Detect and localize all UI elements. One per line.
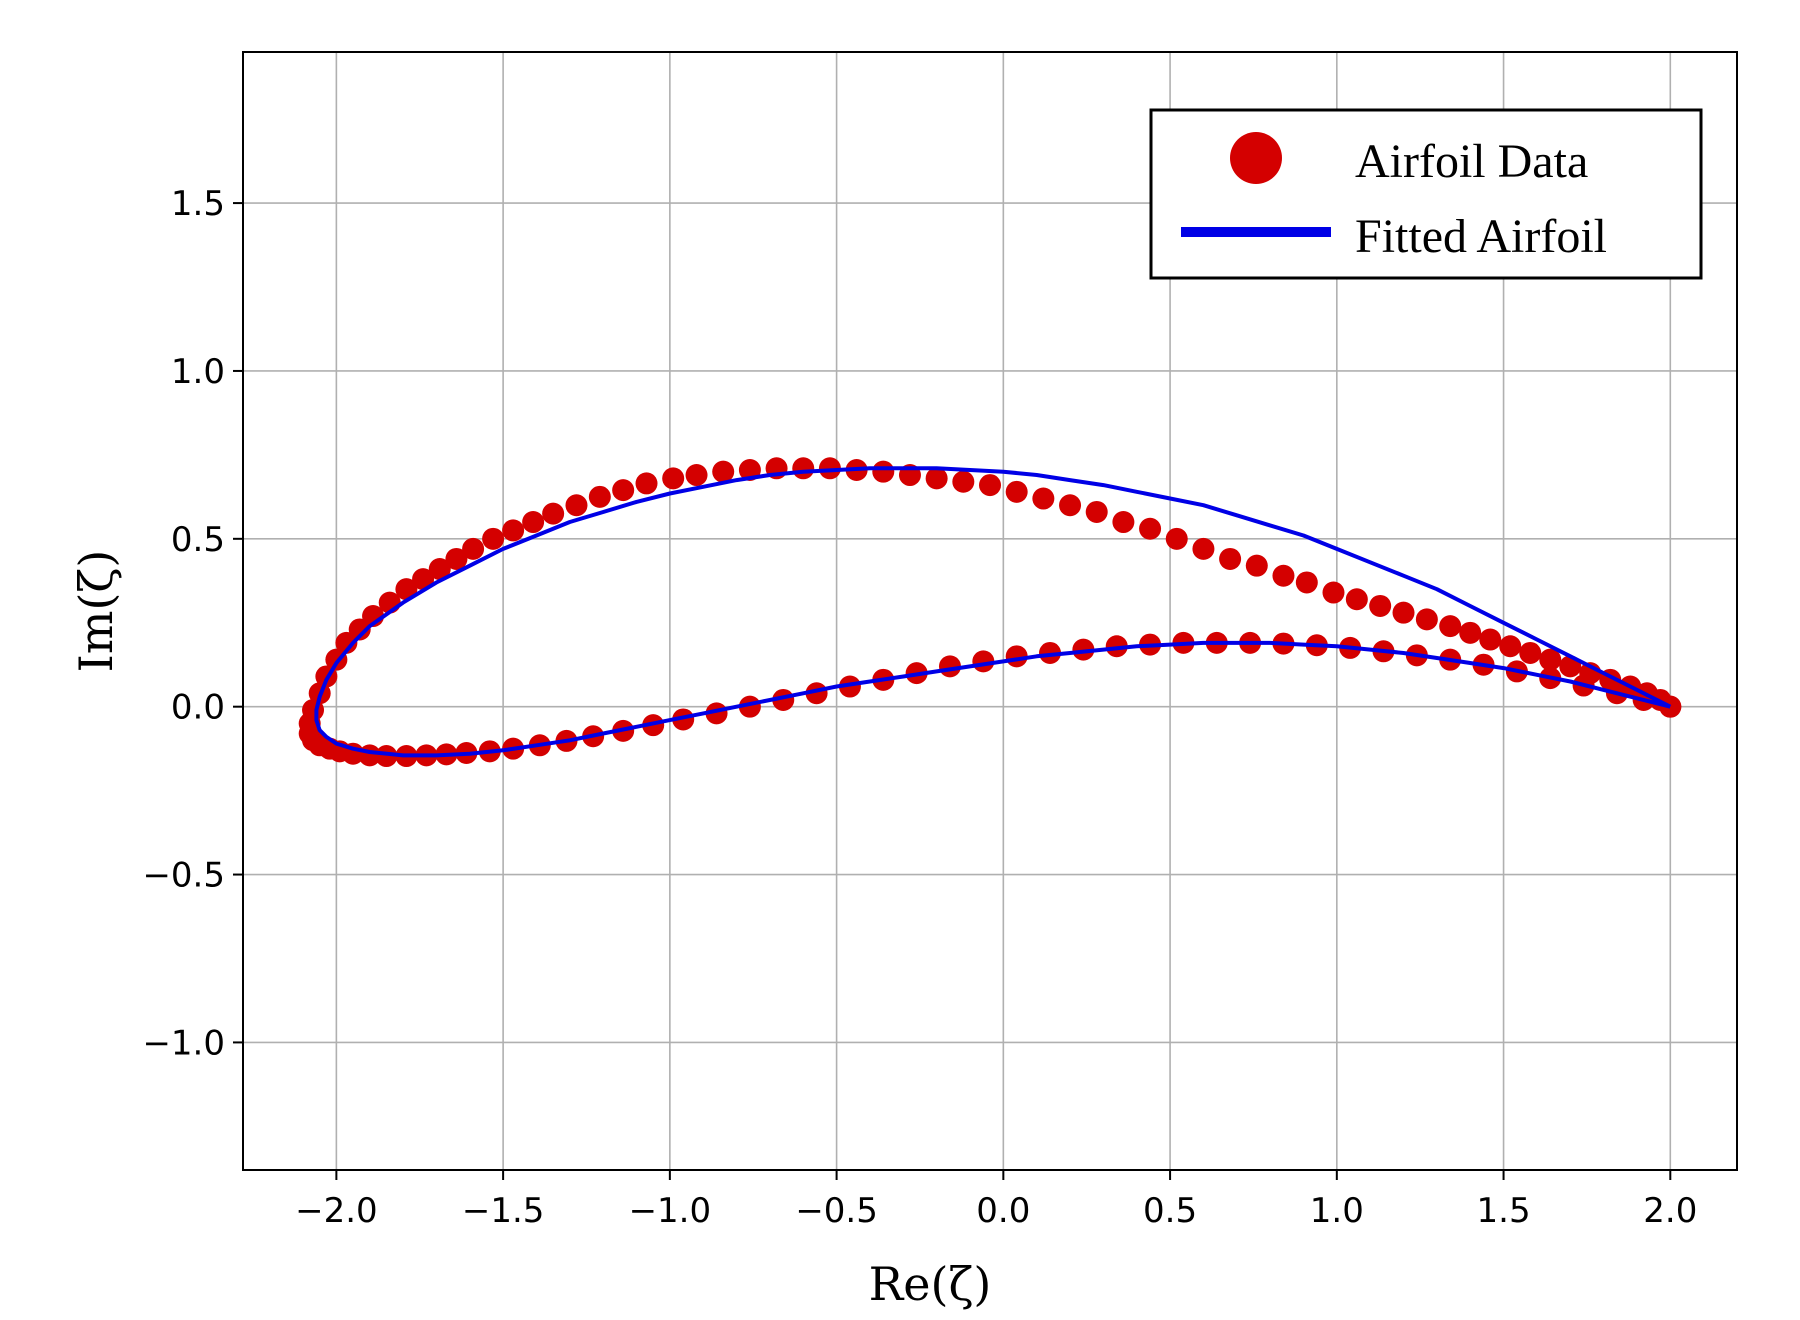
airfoil-data-point [685,464,708,487]
tick-labels: −2.0 −1.5 −1.0 −0.5 0.0 0.5 1.0 1.5 2.0 −1.0 −0.5 0… [142,184,1697,1231]
airfoil-data-point [1039,641,1062,664]
x-axis-label: Re(ζ) [869,1257,992,1311]
airfoil-data-series [298,457,1682,768]
airfoil-data-point [1072,638,1095,661]
airfoil-data-point [1479,628,1502,651]
fitted-airfoil-line [314,466,1672,758]
y-tick-label: 0.0 [171,688,225,728]
plot-frame [242,51,1738,1171]
airfoil-data-point [1105,635,1128,658]
fitted-airfoil-series [314,466,1672,758]
airfoil-data-point [445,547,468,570]
airfoil-data-point [522,511,545,534]
airfoil-data-point [1165,527,1188,550]
airfoil-data-point [1439,615,1462,638]
x-tick-label: −2.0 [295,1191,378,1231]
y-axis-label: Im(ζ) [69,550,123,673]
airfoil-data-point [1415,608,1438,631]
airfoil-data-point [502,519,525,542]
y-tick-label: 1.5 [171,184,225,224]
axis-ticks [233,202,1672,1180]
airfoil-data-point [1392,601,1415,624]
airfoil-data-point [588,485,611,508]
x-tick-label: 2.0 [1643,1191,1697,1231]
airfoil-data-point [979,474,1001,497]
airfoil-data-point [348,618,371,641]
airfoil-data-point [1059,494,1082,517]
y-tick-label: 0.5 [171,520,225,560]
airfoil-data-point [482,527,505,550]
legend-label-fitted-airfoil: Fitted Airfoil [1355,210,1607,263]
airfoil-data-point [1369,594,1392,617]
airfoil-data-point [1322,581,1345,604]
airfoil-data-point [428,558,451,581]
legend-label-airfoil-data: Airfoil Data [1355,135,1588,188]
legend-marker-airfoil-data [1230,132,1282,184]
x-tick-label: 1.5 [1477,1191,1531,1231]
airfoil-data-point [1459,621,1482,644]
airfoil-data-point [1032,487,1055,510]
x-tick-label: −0.5 [795,1191,878,1231]
airfoil-data-point [792,457,815,480]
airfoil-data-point [335,631,358,654]
airfoil-data-point [1345,588,1368,611]
airfoil-data-point [1192,537,1215,560]
airfoil-data-point [838,675,861,698]
airfoil-data-point [662,467,685,490]
airfoil-data-point [462,537,485,560]
airfoil-data-point [565,494,588,517]
airfoil-data-point [1139,517,1162,540]
x-tick-label: 1.0 [1310,1191,1364,1231]
x-tick-label: 0.5 [1143,1191,1197,1231]
y-tick-label: 1.0 [171,352,225,392]
airfoil-data-point [1085,500,1108,523]
airfoil-data-point [1295,571,1318,594]
airfoil-data-point [542,502,565,525]
airfoil-data-point [712,460,735,483]
airfoil-data-point [1499,635,1522,658]
airfoil-data-point [872,460,895,483]
airfoil-data-point [375,745,398,768]
airfoil-data-point [635,472,658,495]
x-tick-label: 0.0 [976,1191,1030,1231]
airfoil-data-point [1539,648,1562,671]
airfoil-data-point [925,467,948,490]
airfoil-data-point [1005,480,1028,503]
airfoil-data-point [818,457,841,480]
airfoil-data-point [1245,554,1268,577]
airfoil-data-point [612,479,635,502]
x-tick-label: −1.5 [462,1191,545,1231]
legend: Airfoil Data Fitted Airfoil [1149,108,1703,280]
y-tick-label: −0.5 [142,856,225,896]
airfoil-data-point [1219,547,1242,570]
airfoil-data-point [1519,641,1542,664]
airfoil-data-point [395,578,418,601]
x-tick-label: −1.0 [629,1191,712,1231]
airfoil-data-point [952,470,975,493]
airfoil-data-point [1112,511,1135,534]
airfoil-data-point [1272,564,1295,587]
airfoil-data-point [412,568,435,591]
y-tick-label: −1.0 [142,1023,225,1063]
